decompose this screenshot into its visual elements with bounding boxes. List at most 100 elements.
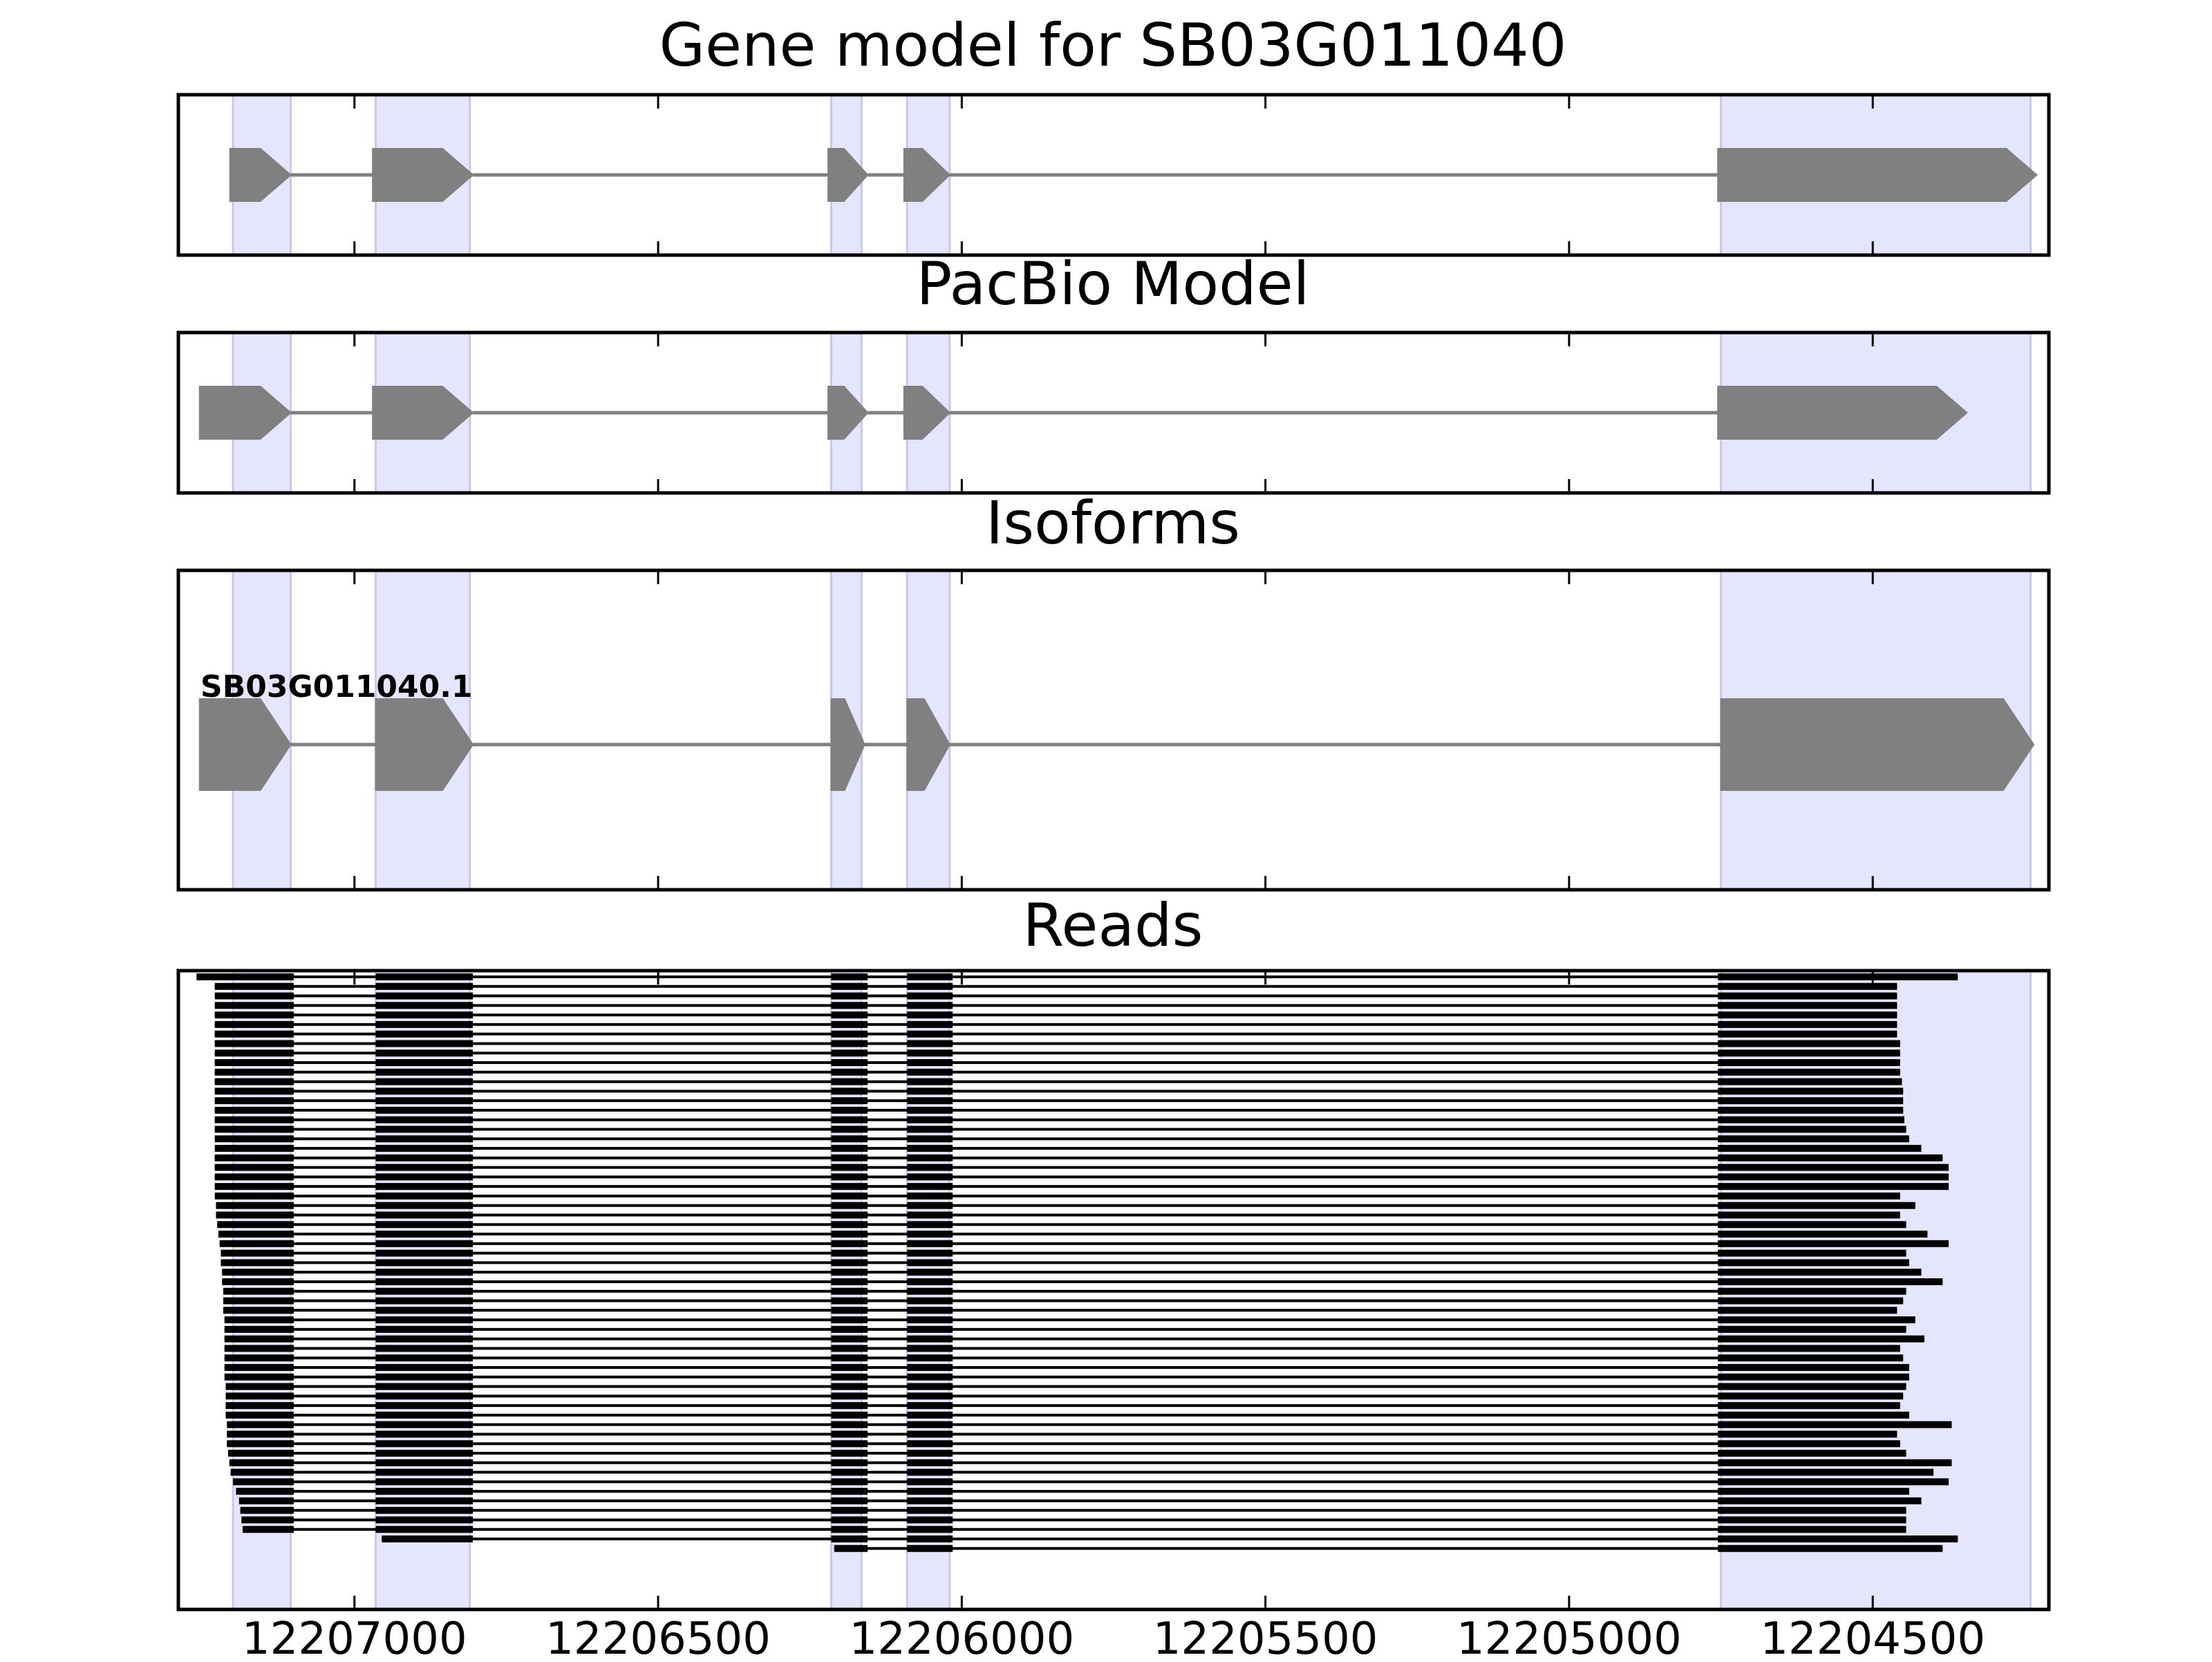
read-exon bbox=[1718, 1097, 1904, 1105]
read-exon bbox=[375, 1211, 474, 1219]
isoforms-frame bbox=[176, 568, 2051, 892]
exon-block bbox=[1717, 386, 1968, 440]
read bbox=[227, 1421, 1952, 1428]
read-exon bbox=[224, 1363, 294, 1371]
read-exon bbox=[1718, 1040, 1900, 1047]
read-exon bbox=[907, 1430, 953, 1438]
read-exon bbox=[907, 1259, 953, 1267]
read-exon bbox=[1718, 1259, 1909, 1267]
read-exon bbox=[907, 973, 953, 980]
read-exon bbox=[375, 1345, 474, 1352]
read-exon bbox=[1718, 1231, 1928, 1238]
read-exon bbox=[1718, 1287, 1906, 1295]
read-exon bbox=[831, 1297, 868, 1305]
read-exon bbox=[375, 1287, 474, 1295]
read-exon bbox=[1718, 1488, 1909, 1495]
read-exon bbox=[1718, 992, 1897, 1000]
read-exon bbox=[1718, 1020, 1897, 1028]
read-exon bbox=[214, 1059, 294, 1067]
read-exon bbox=[1718, 1402, 1900, 1410]
read-exon bbox=[221, 1259, 294, 1267]
read-exon bbox=[831, 1373, 868, 1381]
read-exon bbox=[907, 1354, 953, 1362]
read-exon bbox=[1718, 1468, 1934, 1476]
read-exon bbox=[907, 1535, 953, 1543]
read-exon bbox=[1718, 982, 1897, 990]
read-exon bbox=[1718, 1278, 1943, 1285]
read-exon bbox=[224, 1354, 294, 1362]
read-exon bbox=[214, 1183, 294, 1191]
read bbox=[222, 1269, 1922, 1276]
read-exon bbox=[1718, 1459, 1952, 1466]
read-exon bbox=[217, 1221, 294, 1229]
x-tick-label: 12206000 bbox=[849, 1614, 1074, 1659]
read bbox=[227, 1440, 1900, 1448]
read-exon bbox=[1718, 1430, 1897, 1438]
read-exon bbox=[375, 1097, 474, 1105]
read-exon bbox=[831, 982, 868, 990]
read-exon bbox=[1718, 1145, 1922, 1152]
read-exon bbox=[375, 1516, 474, 1524]
read-exon bbox=[831, 1411, 868, 1419]
read bbox=[214, 1183, 1949, 1191]
read-exon bbox=[907, 1468, 953, 1476]
read bbox=[225, 1383, 1906, 1390]
read-exon bbox=[907, 1059, 953, 1067]
read-exon bbox=[222, 1278, 294, 1285]
read bbox=[236, 1488, 1909, 1495]
pacbio-model-ticks bbox=[353, 333, 1874, 493]
x-tick-label: 12206500 bbox=[545, 1614, 771, 1659]
read-exon bbox=[214, 1192, 294, 1199]
read-exon bbox=[907, 1145, 953, 1152]
read-exon bbox=[375, 1335, 474, 1343]
read bbox=[382, 1535, 1958, 1543]
read-exon bbox=[907, 1392, 953, 1400]
exon-block bbox=[906, 698, 950, 791]
read-exon bbox=[375, 1020, 474, 1028]
read-exon bbox=[375, 1354, 474, 1362]
read-exon bbox=[1718, 1440, 1900, 1448]
read-exon bbox=[230, 1468, 294, 1476]
read bbox=[214, 992, 1897, 1000]
read-exon bbox=[1718, 1516, 1906, 1524]
exon-block bbox=[1720, 698, 2035, 791]
read-exon bbox=[831, 1049, 868, 1057]
read-exon bbox=[219, 1240, 294, 1247]
read-exon bbox=[831, 1202, 868, 1209]
read bbox=[230, 1468, 1934, 1476]
read-exon bbox=[1718, 1363, 1909, 1371]
read-exon bbox=[907, 1126, 953, 1133]
read-exon bbox=[375, 1325, 474, 1333]
read bbox=[240, 1506, 1906, 1514]
read-exon bbox=[831, 1249, 868, 1257]
read bbox=[214, 1106, 1904, 1114]
read bbox=[214, 1068, 1900, 1076]
isoforms-ticks bbox=[353, 570, 1874, 890]
read bbox=[227, 1430, 1897, 1438]
exon-block bbox=[827, 148, 869, 202]
read-exon bbox=[831, 1106, 868, 1114]
read-exon bbox=[907, 1506, 953, 1514]
read bbox=[228, 1450, 1906, 1457]
gene-model-track bbox=[229, 148, 2038, 202]
read-exon bbox=[375, 1468, 474, 1476]
read-exon bbox=[375, 1411, 474, 1419]
read-exon bbox=[375, 1459, 474, 1466]
read-exon bbox=[831, 1002, 868, 1009]
read-exon bbox=[214, 1049, 294, 1057]
read-exon bbox=[1718, 1535, 1958, 1543]
read bbox=[214, 1126, 1906, 1133]
read bbox=[218, 1231, 1928, 1238]
exon-block bbox=[229, 148, 292, 202]
read-exon bbox=[831, 1221, 868, 1229]
read-exon bbox=[375, 1478, 474, 1486]
read-exon bbox=[907, 1450, 953, 1457]
read-exon bbox=[240, 1506, 294, 1514]
read-exon bbox=[831, 1535, 868, 1543]
read-exon bbox=[243, 1526, 294, 1533]
read bbox=[214, 1011, 1897, 1019]
read-exon bbox=[831, 1402, 868, 1410]
read bbox=[224, 1325, 1906, 1333]
read-exon bbox=[375, 1068, 474, 1076]
